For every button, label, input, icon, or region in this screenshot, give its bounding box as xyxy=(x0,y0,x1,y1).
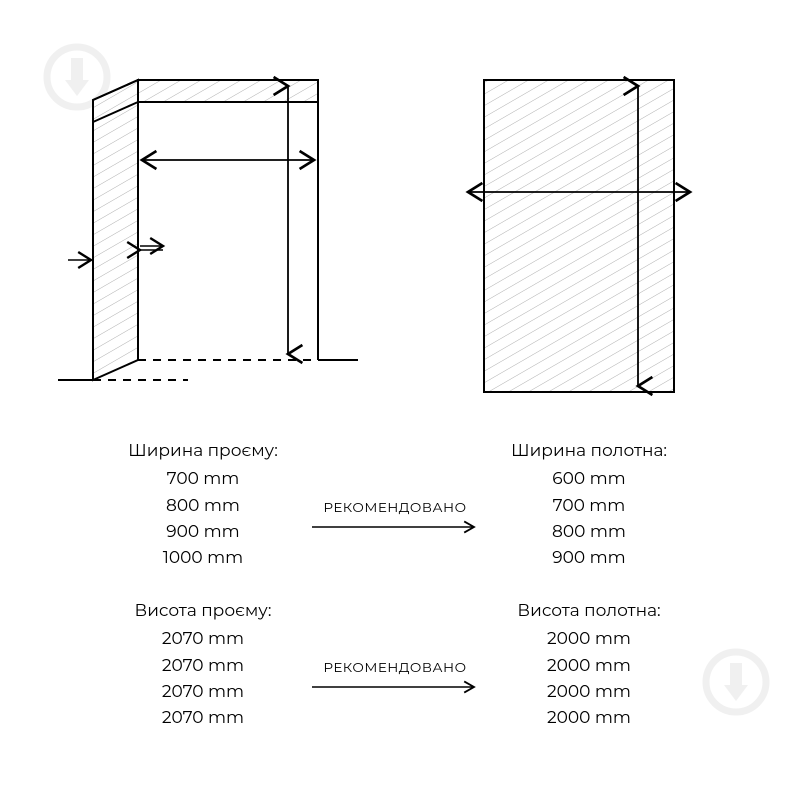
leaf-width-value: 800 mm xyxy=(494,519,684,545)
opening-width-value: 1000 mm xyxy=(108,545,298,571)
opening-height-block: Висота проєму: 2070 mm 2070 mm 2070 mm 2… xyxy=(108,598,298,732)
diagram-root: Ширина проєму: 700 mm 800 mm 900 mm 1000… xyxy=(0,0,799,799)
opening-width-value: 900 mm xyxy=(108,519,298,545)
leaf-width-label: Ширина полотна: xyxy=(494,438,684,464)
watermark-icon xyxy=(697,643,775,721)
recommended-label: РЕКОМЕНДОВАНО xyxy=(310,660,480,676)
leaf-height-value: 2000 mm xyxy=(494,626,684,652)
arrow-right-icon xyxy=(310,520,480,534)
door-opening-diagram xyxy=(58,70,358,410)
opening-height-label: Висота проєму: xyxy=(108,598,298,624)
opening-width-value: 700 mm xyxy=(108,466,298,492)
leaf-width-value: 600 mm xyxy=(494,466,684,492)
opening-height-value: 2070 mm xyxy=(108,653,298,679)
leaf-width-value: 700 mm xyxy=(494,493,684,519)
leaf-height-value: 2000 mm xyxy=(494,705,684,731)
recommended-label: РЕКОМЕНДОВАНО xyxy=(310,500,480,516)
opening-width-value: 800 mm xyxy=(108,493,298,519)
leaf-height-block: Висота полотна: 2000 mm 2000 mm 2000 mm … xyxy=(494,598,684,732)
door-leaf-diagram xyxy=(462,72,722,402)
opening-height-value: 2070 mm xyxy=(108,679,298,705)
opening-width-block: Ширина проєму: 700 mm 800 mm 900 mm 1000… xyxy=(108,438,298,572)
opening-height-value: 2070 mm xyxy=(108,626,298,652)
opening-height-value: 2070 mm xyxy=(108,705,298,731)
leaf-width-block: Ширина полотна: 600 mm 700 mm 800 mm 900… xyxy=(494,438,684,572)
leaf-height-label: Висота полотна: xyxy=(494,598,684,624)
leaf-height-value: 2000 mm xyxy=(494,653,684,679)
leaf-height-value: 2000 mm xyxy=(494,679,684,705)
opening-width-label: Ширина проєму: xyxy=(108,438,298,464)
arrow-right-icon xyxy=(310,680,480,694)
leaf-width-value: 900 mm xyxy=(494,545,684,571)
